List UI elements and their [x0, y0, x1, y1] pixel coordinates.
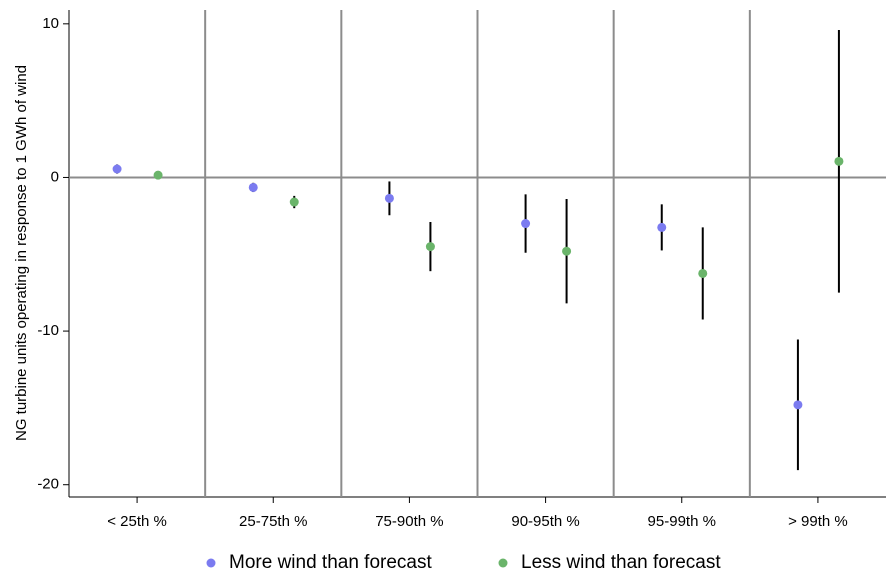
point	[834, 156, 844, 166]
legend-label: More wind than forecast	[229, 552, 432, 573]
x-tick-label: 25-75th %	[239, 513, 307, 530]
point	[248, 182, 258, 192]
point	[425, 242, 435, 252]
x-tick-label: > 99th %	[788, 513, 848, 530]
point	[657, 222, 667, 232]
x-tick-label: 95-99th %	[648, 513, 716, 530]
legend-label: Less wind than forecast	[521, 552, 721, 573]
legend-marker	[498, 558, 508, 568]
point	[521, 219, 531, 229]
point	[153, 170, 163, 180]
point	[289, 197, 299, 207]
point	[698, 268, 708, 278]
point	[384, 193, 394, 203]
point	[793, 400, 803, 410]
y-tick-label: -20	[37, 476, 59, 493]
y-axis-label: NG turbine units operating in response t…	[13, 65, 30, 441]
point	[112, 164, 122, 174]
x-tick-label: 75-90th %	[375, 513, 443, 530]
y-tick-label: -10	[37, 322, 59, 339]
x-tick-label: < 25th %	[107, 513, 167, 530]
point	[562, 246, 572, 256]
x-tick-label: 90-95th %	[511, 513, 579, 530]
y-tick-label: 10	[42, 15, 59, 32]
y-tick-label: 0	[51, 168, 59, 185]
legend-marker	[206, 558, 216, 568]
